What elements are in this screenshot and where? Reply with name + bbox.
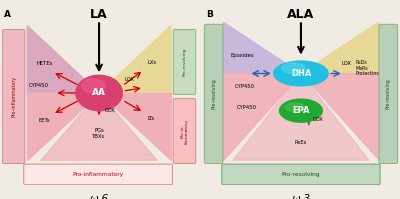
Text: Pre-resolving: Pre-resolving xyxy=(211,78,216,109)
Ellipse shape xyxy=(76,75,122,111)
Text: Pre-resolving: Pre-resolving xyxy=(386,78,391,109)
Polygon shape xyxy=(41,93,157,160)
Text: LOX: LOX xyxy=(124,77,134,82)
Ellipse shape xyxy=(280,99,322,122)
Text: AA: AA xyxy=(92,89,106,98)
Text: CYP450: CYP450 xyxy=(236,105,256,110)
Text: LA: LA xyxy=(90,8,108,21)
Text: RsDs
MaRs
Protectins: RsDs MaRs Protectins xyxy=(355,60,379,76)
Text: COX: COX xyxy=(105,108,116,113)
Text: HETEs: HETEs xyxy=(36,61,53,66)
Text: ω-3: ω-3 xyxy=(291,194,310,199)
Text: Pre-in-
flammatory: Pre-in- flammatory xyxy=(180,118,189,144)
Text: LXs: LXs xyxy=(148,60,157,65)
Text: EPA: EPA xyxy=(292,106,310,115)
Polygon shape xyxy=(233,73,369,160)
Polygon shape xyxy=(301,22,378,73)
FancyBboxPatch shape xyxy=(2,30,25,163)
Text: Pro-inflammatory: Pro-inflammatory xyxy=(72,172,124,177)
Polygon shape xyxy=(27,26,99,93)
FancyBboxPatch shape xyxy=(204,24,223,163)
Text: B: B xyxy=(206,10,213,19)
Text: DHA: DHA xyxy=(291,69,311,78)
Text: ALA: ALA xyxy=(287,8,314,21)
Polygon shape xyxy=(301,73,378,160)
Text: Pro-resolving: Pro-resolving xyxy=(282,172,320,177)
Text: Pro-inflammatory: Pro-inflammatory xyxy=(11,76,16,117)
FancyBboxPatch shape xyxy=(24,164,172,185)
FancyBboxPatch shape xyxy=(173,30,196,94)
Polygon shape xyxy=(99,93,171,160)
Text: CYP450: CYP450 xyxy=(28,83,48,88)
Text: RsEs: RsEs xyxy=(295,140,307,145)
Text: COX: COX xyxy=(312,117,324,122)
Text: LTs: LTs xyxy=(148,116,155,121)
Text: CYP450: CYP450 xyxy=(235,84,255,89)
Text: EETs: EETs xyxy=(39,118,50,123)
Text: Pre-resolving: Pre-resolving xyxy=(182,48,186,76)
Polygon shape xyxy=(223,73,301,160)
Polygon shape xyxy=(223,22,301,73)
FancyBboxPatch shape xyxy=(379,24,398,163)
Ellipse shape xyxy=(82,79,105,93)
Text: ω-6: ω-6 xyxy=(90,194,109,199)
Polygon shape xyxy=(27,93,99,160)
Text: A: A xyxy=(4,10,11,19)
Ellipse shape xyxy=(282,63,305,73)
FancyBboxPatch shape xyxy=(173,99,196,163)
FancyBboxPatch shape xyxy=(222,164,380,185)
Ellipse shape xyxy=(274,61,328,86)
Text: Epoxides: Epoxides xyxy=(231,53,254,58)
Ellipse shape xyxy=(286,103,305,112)
Text: LOX: LOX xyxy=(342,61,352,66)
Polygon shape xyxy=(99,26,171,93)
Text: PGs
TBXs: PGs TBXs xyxy=(92,128,106,139)
